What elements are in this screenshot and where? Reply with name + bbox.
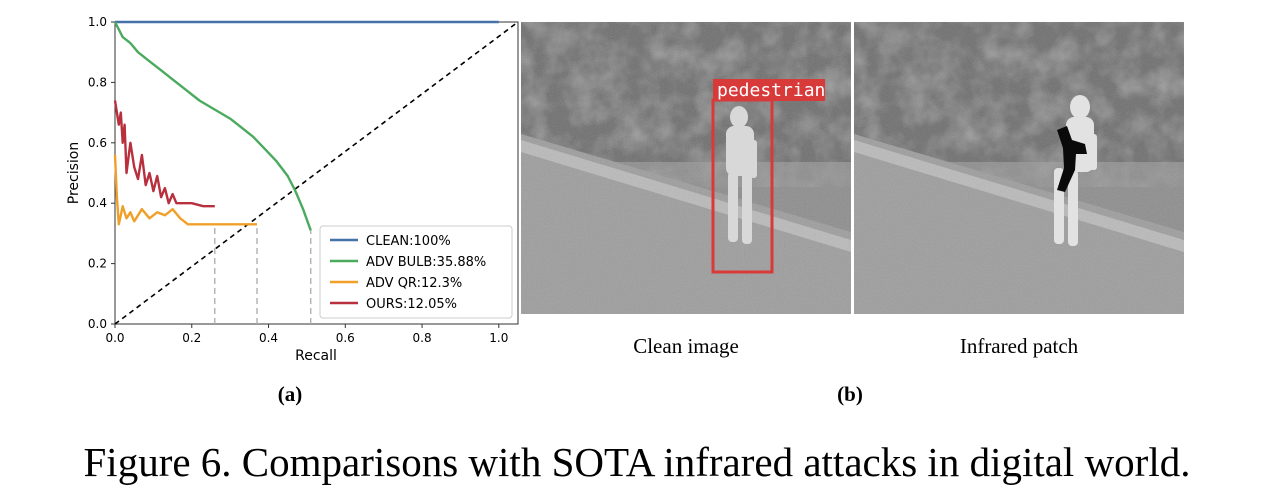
y-tick-label: 0.2 — [88, 257, 107, 271]
x-tick-label: 0.6 — [336, 331, 355, 345]
y-tick-label: 0.8 — [88, 75, 107, 89]
y-tick-label: 0.6 — [88, 136, 107, 150]
pedestrian-figure — [726, 106, 757, 244]
clean-image-caption: Clean image — [633, 334, 739, 358]
y-tick-label: 1.0 — [88, 15, 107, 29]
x-axis-label: Recall — [295, 348, 337, 364]
series-group — [113, 20, 519, 325]
infrared-patch-caption: Infrared patch — [959, 334, 1079, 358]
x-tick-label: 0.4 — [259, 331, 278, 345]
pedestrian-tag-bg — [713, 79, 825, 101]
series-line — [113, 154, 257, 226]
x-tick-label: 0.0 — [105, 331, 124, 345]
series-line — [113, 100, 215, 208]
x-tick-label: 0.2 — [182, 331, 201, 345]
tick-group: 0.0 0.2 0.4 0.6 0.8 1.0 0.0 0.2 0.4 0.6 0.8 1.0 — [88, 15, 508, 345]
legend-box — [319, 225, 513, 319]
y-axis-label: Precision — [66, 142, 82, 204]
legend-label: CLEAN:100% — [366, 234, 451, 249]
series-line — [113, 21, 312, 231]
x-tick-label: 0.8 — [413, 331, 432, 345]
x-tick-label: 1.0 — [489, 331, 508, 345]
patch-image-scene — [854, 22, 1184, 314]
clean-image-scene: pedestrian — [521, 22, 851, 314]
figure-caption: Figure 6. Comparisons with SOTA infrared… — [83, 439, 1191, 485]
pedestrian-tag: pedestrian — [717, 80, 825, 101]
infrared-patch-image — [854, 22, 1184, 314]
precision-recall-chart: 0.0 0.2 0.4 0.6 0.8 1.0 0.0 0.2 0.4 0.6 0.8 1.0 Rec… — [66, 15, 519, 364]
panel-label-a: (a) — [277, 382, 303, 406]
legend-label: ADV BULB:35.88% — [366, 255, 486, 270]
legend: CLEAN:100% ADV BULB:35.88% ADV QR:12.3% OUR… — [319, 225, 513, 319]
y-tick-label: 0.4 — [88, 196, 107, 210]
legend-label: OURS:12.05% — [366, 297, 457, 312]
legend-label: ADV QR:12.3% — [366, 276, 462, 291]
random-baseline-diagonal — [114, 21, 519, 325]
infrared-patch-shape — [1057, 126, 1087, 192]
y-tick-label: 0.0 — [88, 317, 107, 331]
clean-infrared-image: pedestrian — [521, 22, 851, 314]
legend-items: CLEAN:100% ADV BULB:35.88% ADV QR:12.3% OUR… — [330, 234, 486, 312]
panel-label-b: (b) — [837, 382, 863, 406]
